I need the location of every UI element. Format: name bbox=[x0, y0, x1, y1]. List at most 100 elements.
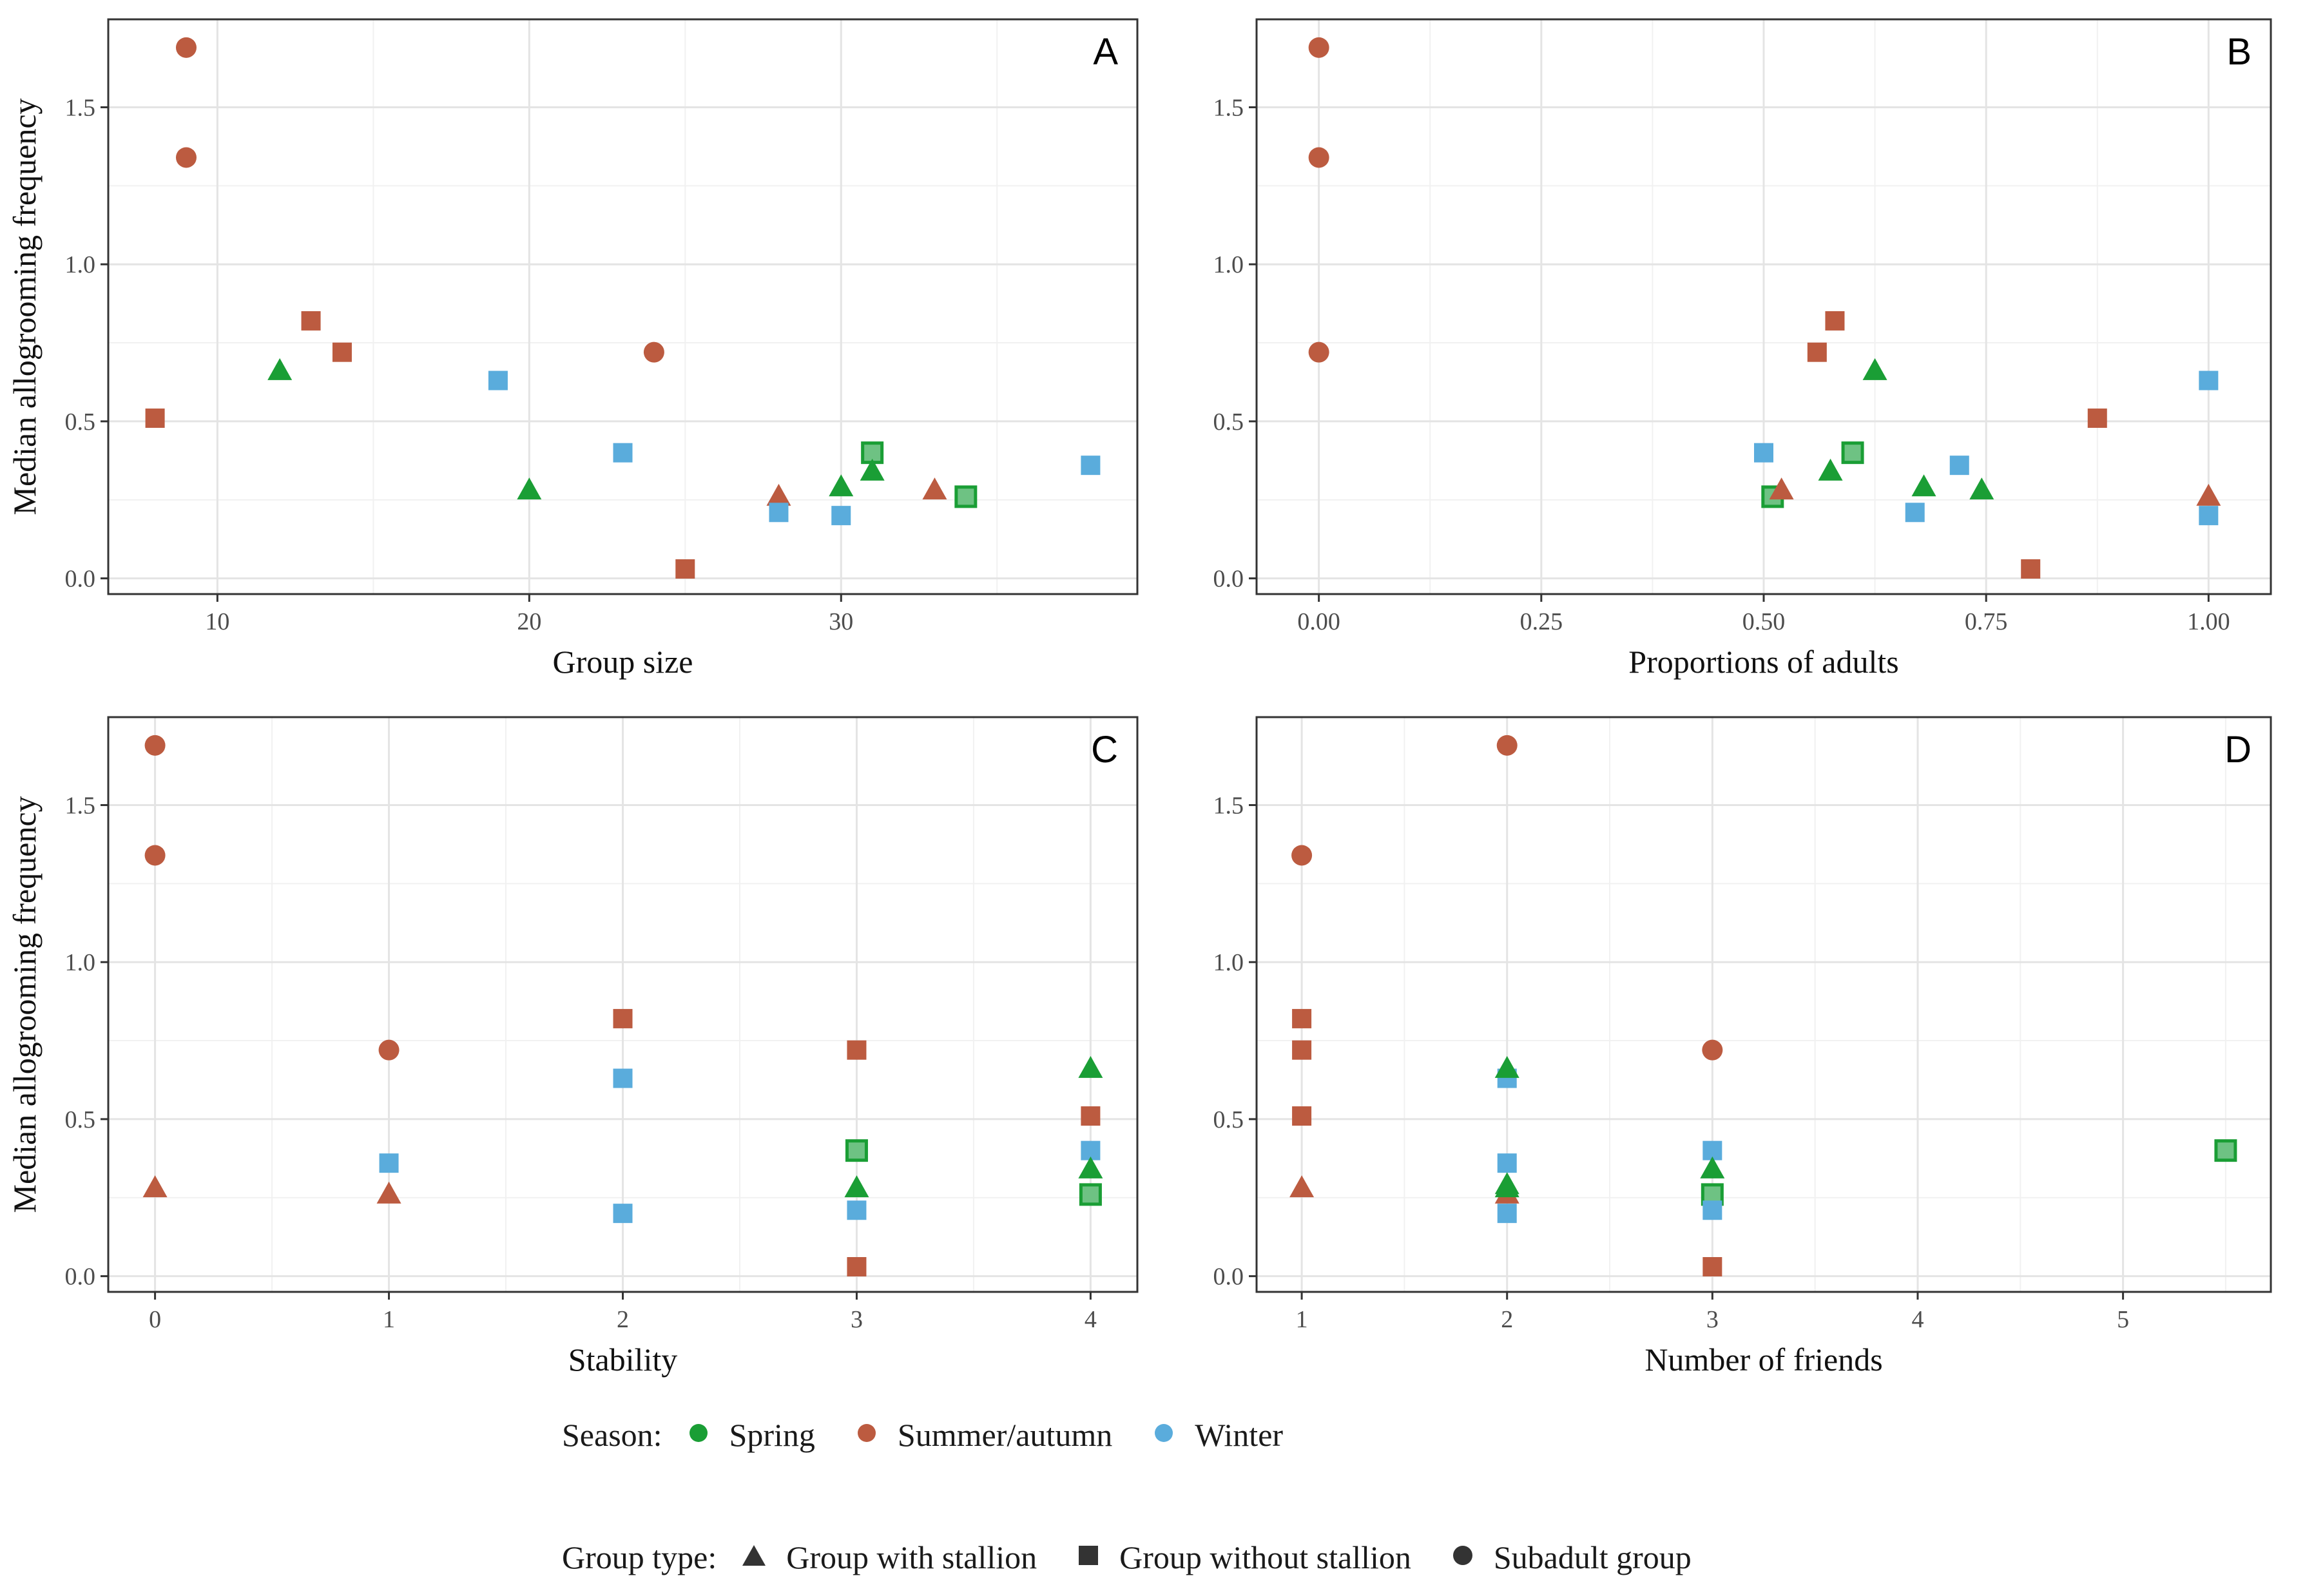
data-point-square bbox=[954, 485, 978, 508]
data-point-square bbox=[301, 311, 321, 331]
winter-label: Winter bbox=[1195, 1417, 1284, 1453]
data-point-square bbox=[675, 559, 695, 579]
data-point-triangle bbox=[922, 477, 947, 500]
panel-c: 0.0 0.5 1.0 1.5 0 1 2 3 4 Stability Median allogro… bbox=[6, 716, 1139, 1378]
data-point-square bbox=[1497, 1153, 1517, 1173]
panel-label: A bbox=[1093, 31, 1118, 73]
data-point-square bbox=[831, 506, 851, 526]
data-point-circle bbox=[1308, 341, 1329, 363]
data-point-triangle bbox=[1911, 474, 1936, 497]
x-tick-label: 30 bbox=[829, 608, 853, 635]
y-tick-label: 0.0 bbox=[1213, 566, 1244, 593]
square-icon bbox=[1075, 1539, 1101, 1576]
spring-key-icon bbox=[686, 1416, 711, 1454]
x-tick-label: 1.00 bbox=[2187, 608, 2230, 635]
data-point-square bbox=[769, 503, 789, 523]
x-tick-label: 4 bbox=[1911, 1306, 1924, 1333]
y-tick-label: 1.5 bbox=[1213, 94, 1244, 121]
data-point-circle bbox=[1702, 1039, 1723, 1061]
data-point-triangle bbox=[766, 483, 791, 506]
data-point-square bbox=[1754, 443, 1773, 463]
spring-label: Spring bbox=[729, 1417, 815, 1453]
x-tick-label: 1 bbox=[1296, 1306, 1308, 1333]
data-point-triangle bbox=[517, 477, 542, 500]
y-tick-label: 0.5 bbox=[1213, 1106, 1244, 1133]
data-point-square bbox=[613, 443, 633, 463]
data-point-square bbox=[2087, 409, 2107, 428]
data-point-triangle bbox=[1078, 1156, 1103, 1178]
y-tick-label: 1.0 bbox=[1213, 949, 1244, 976]
data-point-circle bbox=[1308, 37, 1329, 58]
x-tick-label: 2 bbox=[1501, 1306, 1513, 1333]
y-tick-label: 1.5 bbox=[1213, 792, 1244, 819]
x-tick-label: 2 bbox=[617, 1306, 629, 1333]
data-point-square bbox=[379, 1153, 399, 1173]
x-axis-label: Group size bbox=[553, 644, 693, 680]
data-point-square bbox=[2199, 370, 2219, 390]
y-tick-label: 1.5 bbox=[65, 792, 96, 819]
data-point-circle bbox=[643, 341, 664, 363]
plot-border bbox=[107, 716, 1139, 1293]
data-point-circle bbox=[1291, 845, 1313, 866]
data-point-square bbox=[847, 1040, 867, 1060]
y-tick-label: 1.0 bbox=[65, 251, 96, 278]
x-tick-label: 0.75 bbox=[1965, 608, 2008, 635]
data-point-square bbox=[847, 1257, 867, 1277]
x-tick-label: 20 bbox=[517, 608, 541, 635]
data-point-circle bbox=[175, 147, 197, 168]
x-tick-label: 5 bbox=[2117, 1306, 2129, 1333]
x-tick-label: 1 bbox=[383, 1306, 395, 1333]
data-point-triangle bbox=[1769, 477, 1794, 500]
data-point-square bbox=[1905, 503, 1925, 523]
data-point-triangle bbox=[267, 358, 293, 380]
season-legend-title: Season: bbox=[562, 1417, 662, 1453]
x-tick-label: 0.00 bbox=[1297, 608, 1340, 635]
plot-border bbox=[1255, 18, 2272, 595]
x-tick-label: 0.50 bbox=[1742, 608, 1786, 635]
data-point-square bbox=[1081, 456, 1101, 476]
data-point-triangle bbox=[829, 474, 854, 497]
data-point-square bbox=[145, 409, 165, 428]
data-point-triangle bbox=[1289, 1175, 1315, 1198]
data-point-square bbox=[2214, 1139, 2237, 1162]
data-point-square bbox=[1292, 1008, 1312, 1028]
summer-autumn-label: Summer/autumn bbox=[897, 1417, 1113, 1453]
data-point-square bbox=[613, 1068, 633, 1088]
panel-label: C bbox=[1091, 729, 1118, 771]
data-point-triangle bbox=[1078, 1055, 1103, 1078]
plot-background bbox=[1257, 717, 2271, 1292]
data-point-triangle bbox=[2196, 483, 2221, 506]
data-point-square bbox=[2199, 506, 2219, 526]
data-point-square bbox=[1497, 1204, 1517, 1224]
data-point-square bbox=[613, 1008, 633, 1028]
x-tick-label: 0.25 bbox=[1520, 608, 1563, 635]
data-point-square bbox=[847, 1200, 867, 1220]
data-point-square bbox=[1292, 1040, 1312, 1060]
y-tick-label: 0.5 bbox=[65, 409, 96, 436]
y-axis-label: Median allogrooming frequency bbox=[6, 796, 43, 1213]
data-point-square bbox=[1292, 1106, 1312, 1126]
data-point-circle bbox=[1308, 147, 1329, 168]
data-point-triangle bbox=[1818, 458, 1843, 481]
data-point-circle bbox=[378, 1039, 400, 1061]
data-point-square bbox=[2021, 559, 2041, 579]
panel-label: D bbox=[2224, 729, 2252, 771]
x-tick-label: 4 bbox=[1085, 1306, 1097, 1333]
data-point-square bbox=[1807, 342, 1827, 362]
data-point-triangle bbox=[1494, 1055, 1519, 1078]
circle-icon bbox=[1450, 1539, 1476, 1576]
y-tick-label: 0.0 bbox=[1213, 1264, 1244, 1291]
data-point-square bbox=[1841, 441, 1864, 465]
figure-canvas: 0.0 0.5 1.0 1.5 10 20 30 Group size Median allog… bbox=[6, 18, 2272, 1378]
x-tick-label: 3 bbox=[851, 1306, 863, 1333]
data-point-square bbox=[613, 1204, 633, 1224]
data-point-triangle bbox=[1700, 1156, 1725, 1178]
data-point-square bbox=[1825, 311, 1845, 331]
x-tick-label: 10 bbox=[205, 608, 229, 635]
data-point-square bbox=[1702, 1200, 1722, 1220]
data-point-square bbox=[488, 370, 508, 390]
data-point-triangle bbox=[142, 1175, 168, 1198]
x-axis-label: Number of friends bbox=[1644, 1341, 1882, 1378]
data-point-triangle bbox=[1494, 1175, 1519, 1198]
y-tick-label: 0.5 bbox=[65, 1106, 96, 1133]
